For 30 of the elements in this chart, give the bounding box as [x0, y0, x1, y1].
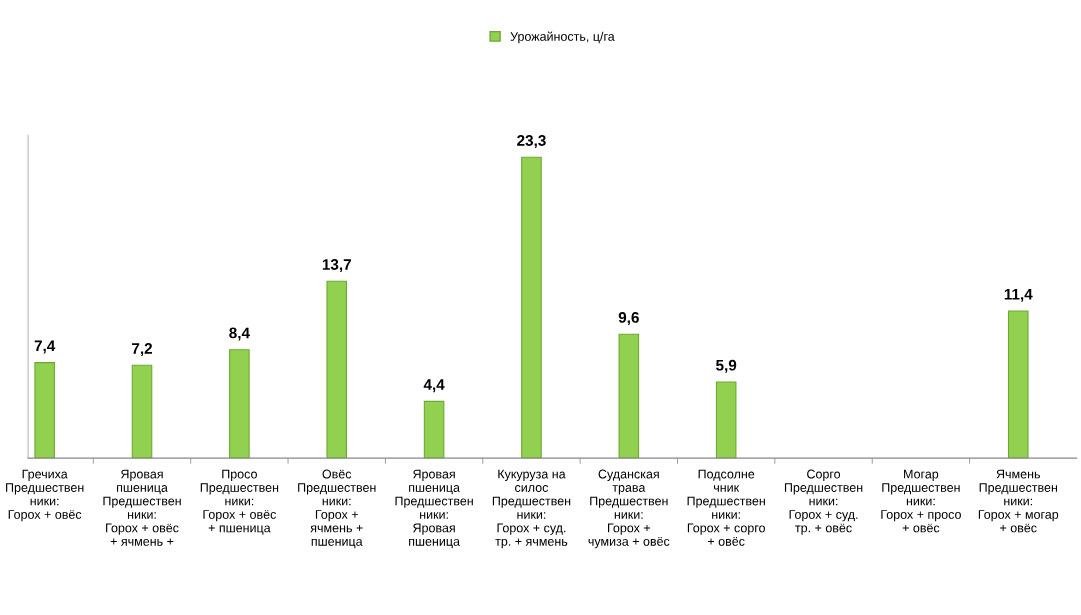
data-label: 8,4 [229, 327, 250, 341]
data-label: 23,3 [517, 135, 546, 149]
bar [34, 362, 55, 459]
x-tick-label: Яровая пшеница Предшествен ники: Яровая пшеница [395, 469, 473, 549]
x-tick-label: Просо Предшествен ники: Горох + овёс + пшеница [200, 469, 279, 535]
bar [229, 349, 250, 459]
x-tick-label: Сорго Предшествен ники: Горох + суд. тр. + овёс [784, 469, 863, 535]
x-tick-label: Яровая пшеница Предшествен ники: Горох + овёс + ячмень + [103, 469, 181, 546]
x-tick-label: Подсолне чник Предшествен ники: Горох + сорго + овёс [687, 469, 765, 546]
bar [423, 400, 445, 459]
x-tick-label: Могар Предшествен ники: Горох + просо + овёс [881, 469, 961, 533]
bar [131, 364, 153, 459]
data-label: 9,6 [618, 312, 639, 326]
x-tick-label: Суданская трава Предшествен ники: Горох + чумиза + овёс [588, 469, 670, 549]
data-label: 11,4 [1004, 288, 1033, 302]
data-label: 7,2 [132, 343, 153, 357]
x-tick-label: Гречиха Предшествен ники: Горох + овёс [6, 469, 84, 522]
legend-label: Урожайность, ц/га [510, 31, 615, 44]
x-tick-label: Ячмень Предшествен ники: Горох + могар + овёс [978, 469, 1059, 533]
data-label: 13,7 [322, 259, 351, 273]
x-tick-label: Овёс Предшествен ники: Горох + ячмень + пшеница [298, 469, 376, 549]
bar [326, 280, 348, 459]
bar [618, 333, 640, 459]
data-label: 4,4 [423, 379, 445, 393]
bar [1007, 310, 1029, 459]
bar [521, 156, 542, 459]
data-label: 7,4 [34, 340, 56, 354]
bar [715, 381, 737, 459]
data-label: 5,9 [716, 359, 737, 373]
x-tick-label: Кукуруза на силос Предшествен ники: Горох + суд. тр. + ячмень [492, 469, 571, 549]
